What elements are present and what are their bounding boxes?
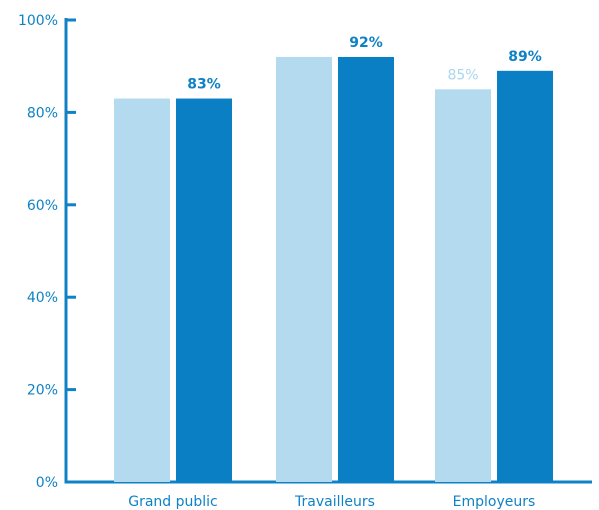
y-tick-label: 80% [27, 105, 58, 121]
bar-0-0 [114, 98, 170, 482]
labels: 83% Grand public 92% Travailleurs 85% 89% Empl… [128, 35, 542, 510]
y-tick-label: 20% [27, 383, 58, 399]
bar-1-0 [276, 56, 332, 483]
bars [114, 56, 553, 483]
bar-2-0 [435, 89, 491, 483]
y-tick-label: 0% [36, 475, 58, 491]
bar-2-1 [497, 70, 553, 482]
y-tick-label: 100% [18, 13, 58, 29]
data-label-2-1: 89% [508, 49, 542, 65]
bar-1-1 [338, 56, 394, 483]
x-category-label: Travailleurs [294, 494, 375, 510]
y-tick-label: 60% [27, 198, 58, 214]
x-category-label: Employeurs [453, 494, 536, 510]
data-label-0-1: 83% [187, 77, 221, 93]
data-label-2-0: 85% [447, 67, 478, 83]
bar-0-1 [176, 98, 232, 482]
x-category-label: Grand public [128, 494, 218, 510]
y-tick-label: 40% [27, 290, 58, 306]
data-label-1-1: 92% [349, 35, 383, 51]
